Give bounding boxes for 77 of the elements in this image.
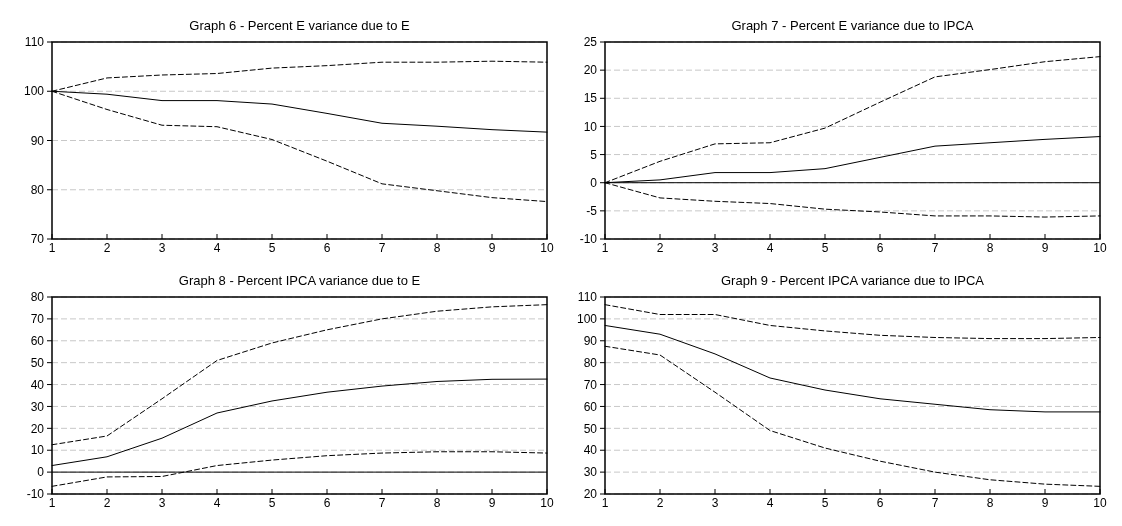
y-tick-label: 80 bbox=[30, 182, 45, 197]
y-tick-label: 10 bbox=[30, 443, 45, 458]
x-tick-label: 4 bbox=[213, 241, 221, 255]
x-tick-label: 1 bbox=[601, 241, 609, 255]
x-tick-label: 2 bbox=[103, 241, 111, 255]
y-tick-label: 70 bbox=[30, 232, 45, 247]
y-tick-label: 20 bbox=[583, 487, 598, 502]
x-tick-label: 7 bbox=[378, 241, 386, 255]
y-tick-label: -5 bbox=[586, 204, 598, 219]
x-tick-label: 2 bbox=[103, 496, 111, 510]
y-tick-label: 0 bbox=[37, 465, 45, 480]
y-tick-label: 80 bbox=[583, 355, 598, 370]
x-tick-label: 7 bbox=[378, 496, 386, 510]
chart-title: Graph 8 - Percent IPCA variance due to E bbox=[178, 273, 421, 288]
y-tick-label: 70 bbox=[583, 377, 598, 392]
x-tick-label: 1 bbox=[48, 241, 56, 255]
x-tick-label: 6 bbox=[876, 496, 884, 510]
x-tick-label: 6 bbox=[876, 241, 884, 255]
y-tick-label: 40 bbox=[583, 443, 598, 458]
y-tick-label: 60 bbox=[583, 399, 598, 414]
x-tick-label: 10 bbox=[540, 496, 554, 510]
y-tick-label: 30 bbox=[583, 465, 598, 480]
x-tick-label: 5 bbox=[268, 241, 276, 255]
chart-title: Graph 9 - Percent IPCA variance due to IPCA bbox=[720, 273, 985, 288]
x-tick-label: 6 bbox=[323, 241, 331, 255]
x-tick-label: 7 bbox=[931, 496, 939, 510]
x-tick-label: 9 bbox=[488, 496, 496, 510]
y-tick-label: 0 bbox=[590, 175, 598, 190]
x-tick-label: 10 bbox=[540, 241, 554, 255]
x-tick-label: 1 bbox=[601, 496, 609, 510]
x-tick-label: 6 bbox=[323, 496, 331, 510]
x-tick-label: 5 bbox=[821, 241, 829, 255]
x-tick-label: 8 bbox=[433, 496, 441, 510]
y-tick-label: 70 bbox=[30, 312, 45, 327]
x-tick-label: 3 bbox=[158, 241, 166, 255]
x-tick-label: 8 bbox=[986, 496, 994, 510]
x-tick-label: 2 bbox=[656, 241, 664, 255]
x-tick-label: 8 bbox=[986, 241, 994, 255]
x-tick-label: 9 bbox=[1041, 241, 1049, 255]
y-tick-label: 20 bbox=[30, 421, 45, 436]
y-tick-label: 15 bbox=[583, 91, 598, 106]
x-tick-label: 5 bbox=[268, 496, 276, 510]
x-tick-label: 3 bbox=[158, 496, 166, 510]
y-tick-label: 110 bbox=[577, 290, 598, 305]
y-tick-label: 60 bbox=[30, 333, 45, 348]
y-tick-label: 100 bbox=[23, 84, 45, 99]
x-tick-label: 5 bbox=[821, 496, 829, 510]
y-tick-label: 50 bbox=[583, 421, 598, 436]
y-tick-label: 25 bbox=[583, 35, 598, 50]
y-tick-label: 40 bbox=[30, 377, 45, 392]
x-tick-label: 4 bbox=[766, 241, 774, 255]
x-tick-label: 4 bbox=[766, 496, 774, 510]
y-tick-label: 80 bbox=[30, 290, 45, 305]
y-tick-label: 100 bbox=[576, 312, 598, 327]
y-tick-label: 90 bbox=[583, 333, 598, 348]
x-tick-label: 10 bbox=[1093, 496, 1107, 510]
x-tick-label: 3 bbox=[711, 241, 719, 255]
y-tick-label: 10 bbox=[583, 119, 598, 134]
y-tick-label: 50 bbox=[30, 355, 45, 370]
y-tick-label: 5 bbox=[590, 147, 598, 162]
x-tick-label: 9 bbox=[1041, 496, 1049, 510]
x-tick-label: 2 bbox=[656, 496, 664, 510]
x-tick-label: 1 bbox=[48, 496, 56, 510]
x-tick-label: 4 bbox=[213, 496, 221, 510]
x-tick-label: 7 bbox=[931, 241, 939, 255]
chart-title: Graph 7 - Percent E variance due to IPCA bbox=[731, 18, 974, 33]
y-tick-label: -10 bbox=[26, 487, 45, 502]
x-tick-label: 3 bbox=[711, 496, 719, 510]
y-tick-label: -10 bbox=[579, 232, 598, 247]
y-tick-label: 110 bbox=[24, 35, 45, 50]
chart-title: Graph 6 - Percent E variance due to E bbox=[189, 18, 411, 33]
x-tick-label: 8 bbox=[433, 241, 441, 255]
x-tick-label: 10 bbox=[1093, 241, 1107, 255]
x-tick-label: 9 bbox=[488, 241, 496, 255]
y-tick-label: 20 bbox=[583, 63, 598, 78]
y-tick-label: 30 bbox=[30, 399, 45, 414]
y-tick-label: 90 bbox=[30, 133, 45, 148]
